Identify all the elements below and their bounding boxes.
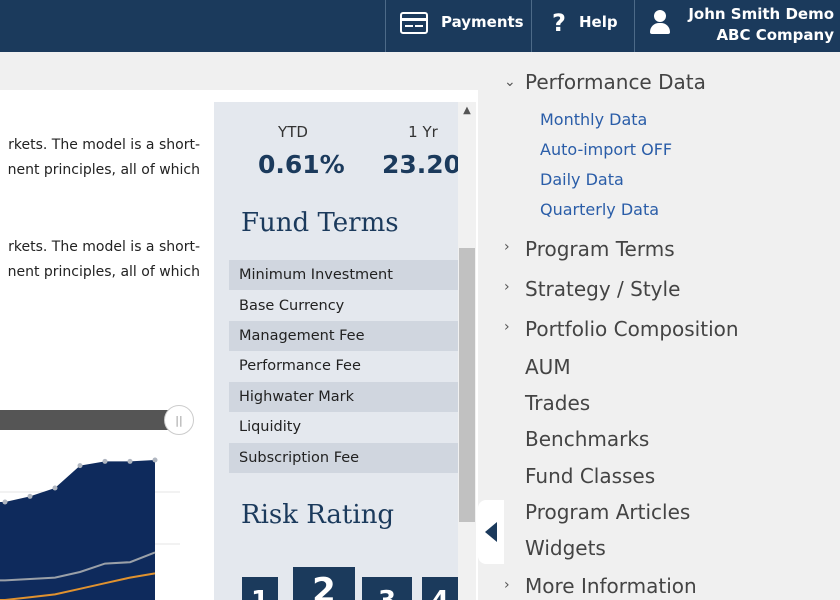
sidebar-subitem-auto-import[interactable]: Auto-import OFF — [540, 140, 673, 159]
sidebar-item-program-terms[interactable]: Program Terms — [525, 237, 675, 261]
chevron-right-icon: › — [504, 319, 510, 335]
sidebar-subitem-monthly-data[interactable]: Monthly Data — [540, 110, 648, 129]
description-line: rkets. The model is a short- — [8, 137, 200, 153]
payments-button[interactable]: Payments — [385, 0, 531, 52]
sidebar-item-trades[interactable]: Trades — [525, 391, 591, 415]
chart-data-point — [152, 457, 158, 463]
chart-data-point — [2, 499, 8, 505]
sidebar-item-strategy-style[interactable]: Strategy / Style — [525, 277, 681, 301]
company-name: ABC Company — [716, 26, 834, 44]
risk-level-1[interactable]: 1 — [242, 577, 278, 600]
fund-summary-panel: YTD 0.61% 1 Yr 23.20% Fund Terms Minimum… — [214, 102, 458, 600]
sidebar-collapse-button[interactable] — [478, 500, 504, 564]
program-description-paragraph: rkets. The model is a short- nent princi… — [0, 235, 200, 285]
risk-level-2-selected[interactable]: 2 — [293, 567, 355, 600]
fund-term-row: Highwater Mark — [229, 382, 458, 412]
user-icon — [654, 10, 666, 22]
sidebar-item-widgets[interactable]: Widgets — [525, 536, 606, 560]
range-slider-track[interactable] — [0, 410, 170, 430]
fund-terms-heading: Fund Terms — [241, 208, 399, 238]
payments-label: Payments — [441, 13, 524, 31]
user-icon-body — [650, 23, 670, 34]
program-description-paragraph: rkets. The model is a short- nent princi… — [0, 133, 200, 183]
top-navigation-bar: Payments ? Help John Smith Demo ABC Comp… — [0, 0, 840, 52]
scrollbar-thumb[interactable] — [459, 248, 475, 522]
program-sidebar-menu: ⌄ Performance Data Monthly Data Auto-imp… — [478, 52, 840, 600]
sidebar-item-more-information[interactable]: More Information — [525, 574, 697, 598]
question-mark-icon: ? — [552, 9, 566, 37]
chevron-down-icon: ⌄ — [504, 74, 516, 90]
sidebar-item-benchmarks[interactable]: Benchmarks — [525, 427, 650, 451]
fund-term-row: Subscription Fee — [229, 443, 458, 473]
help-label: Help — [579, 13, 618, 31]
risk-level-4[interactable]: 4 — [422, 577, 458, 600]
one-year-label: 1 Yr — [408, 123, 438, 141]
caret-left-icon — [485, 522, 497, 542]
one-year-value: 23.20% — [382, 150, 458, 179]
sidebar-item-performance-data[interactable]: Performance Data — [525, 70, 706, 94]
description-line: rkets. The model is a short- — [8, 239, 200, 255]
ytd-label: YTD — [278, 123, 308, 141]
sidebar-subitem-quarterly-data[interactable]: Quarterly Data — [540, 200, 660, 219]
chart-series-line — [0, 551, 156, 582]
sidebar-subitem-daily-data[interactable]: Daily Data — [540, 170, 624, 189]
fund-term-row: Minimum Investment — [229, 260, 458, 290]
fund-term-row: Base Currency — [239, 298, 345, 314]
content-header-strip — [0, 52, 478, 90]
range-slider-handle[interactable]: || — [164, 405, 194, 435]
vertical-scrollbar[interactable]: ▲ — [458, 102, 476, 600]
sidebar-item-program-articles[interactable]: Program Articles — [525, 500, 691, 524]
help-button[interactable]: ? Help — [531, 0, 634, 52]
sidebar-item-fund-classes[interactable]: Fund Classes — [525, 464, 656, 488]
ytd-value: 0.61% — [258, 150, 345, 179]
user-name: John Smith Demo — [688, 5, 834, 23]
main-content: rkets. The model is a short- nent princi… — [0, 52, 478, 600]
chart-data-point — [52, 485, 58, 491]
user-identity: John Smith Demo ABC Company — [688, 4, 834, 46]
chart-data-point — [27, 493, 33, 499]
scroll-up-arrow-icon[interactable]: ▲ — [463, 105, 471, 116]
fund-term-row: Performance Fee — [239, 358, 361, 374]
chart-series-area — [0, 460, 155, 600]
chart-data-point — [77, 463, 83, 469]
chevron-right-icon: › — [504, 239, 510, 255]
user-menu[interactable]: John Smith Demo ABC Company — [634, 0, 840, 52]
risk-rating-heading: Risk Rating — [241, 500, 395, 530]
sidebar-item-portfolio-composition[interactable]: Portfolio Composition — [525, 317, 739, 341]
performance-chart — [0, 457, 180, 600]
chevron-right-icon: › — [504, 577, 510, 593]
description-line: nent principles, all of which — [7, 162, 200, 178]
slider-grip-icon: || — [175, 413, 183, 427]
fund-term-row: Liquidity — [239, 419, 302, 435]
fund-term-row: Management Fee — [229, 321, 458, 351]
description-line: nent principles, all of which — [7, 264, 200, 280]
sidebar-item-aum[interactable]: AUM — [525, 355, 571, 379]
chart-data-point — [102, 458, 108, 464]
credit-card-icon — [400, 12, 428, 34]
chevron-right-icon: › — [504, 279, 510, 295]
chart-data-point — [127, 458, 133, 464]
risk-level-3[interactable]: 3 — [362, 577, 412, 600]
